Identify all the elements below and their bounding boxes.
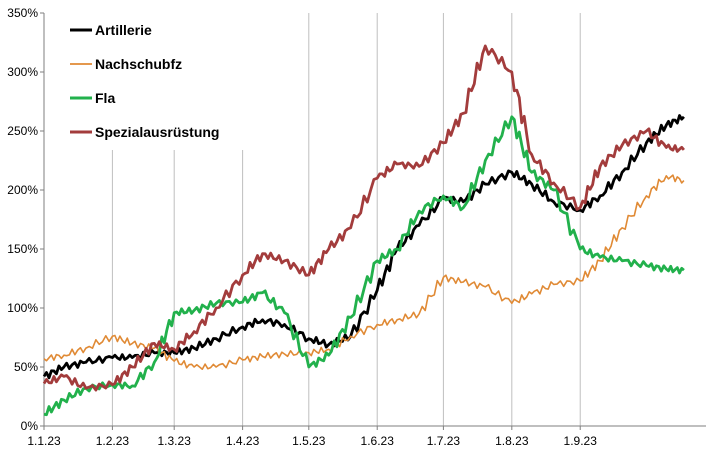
- x-tick-label: 1.8.23: [495, 434, 529, 448]
- y-tick-label: 350%: [7, 6, 38, 20]
- legend-background: [60, 12, 240, 147]
- y-tick-label: 200%: [7, 183, 38, 197]
- y-tick-label: 300%: [7, 65, 38, 79]
- y-tick-label: 150%: [7, 242, 38, 256]
- legend: Artillerie Nachschubfz Fla Spezialausrüstun…: [70, 22, 219, 140]
- x-tick-label: 1.7.23: [427, 434, 461, 448]
- axes: [40, 12, 706, 430]
- y-tick-labels: 0% 50% 100% 150% 200% 250% 300% 350%: [7, 6, 38, 433]
- legend-label: Artillerie: [95, 22, 152, 38]
- series-line: [43, 115, 685, 417]
- x-tick-label: 1.1.23: [27, 434, 61, 448]
- x-tick-label: 1.3.23: [158, 434, 192, 448]
- legend-label: Fla: [95, 90, 115, 106]
- series-line: [42, 44, 685, 392]
- x-tick-label: 1.2.23: [96, 434, 130, 448]
- series-lines: [42, 44, 685, 417]
- y-tick-label: 50%: [14, 360, 38, 374]
- y-tick-label: 250%: [7, 124, 38, 138]
- x-tick-labels: 1.1.23 1.2.23 1.3.23 1.4.23 1.5.23 1.6.23 1.7.…: [27, 434, 597, 448]
- x-tick-label: 1.4.23: [226, 434, 260, 448]
- x-tick-label: 1.6.23: [361, 434, 395, 448]
- x-tick-label: 1.9.23: [564, 434, 598, 448]
- series-line: [42, 114, 685, 380]
- x-tick-label: 1.5.23: [292, 434, 326, 448]
- y-tick-label: 100%: [7, 301, 38, 315]
- y-tick-label: 0%: [21, 419, 39, 433]
- legend-label: Spezialausrüstung: [95, 124, 219, 140]
- legend-label: Nachschubfz: [95, 56, 182, 72]
